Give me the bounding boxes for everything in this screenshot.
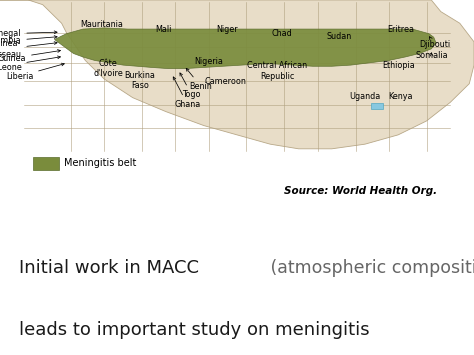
FancyBboxPatch shape — [33, 157, 59, 170]
Text: Mauritania: Mauritania — [81, 20, 123, 29]
Text: Somalia: Somalia — [415, 51, 448, 60]
Text: Chad: Chad — [272, 29, 292, 38]
Polygon shape — [0, 0, 474, 149]
Text: Central African
Republic: Central African Republic — [247, 61, 307, 81]
Text: Cameroon: Cameroon — [204, 77, 246, 86]
Text: Burkina
Faso: Burkina Faso — [124, 71, 155, 90]
Text: Kenya: Kenya — [388, 92, 413, 101]
Text: Source: World Health Org.: Source: World Health Org. — [284, 186, 438, 196]
Text: (atmospheric composition): (atmospheric composition) — [265, 260, 474, 278]
Text: Meningitis belt: Meningitis belt — [64, 158, 137, 169]
Text: Sudan: Sudan — [326, 32, 352, 40]
Text: Djibouti: Djibouti — [419, 37, 450, 49]
Text: Sierra Leone: Sierra Leone — [0, 56, 60, 72]
Text: Togo: Togo — [180, 73, 201, 99]
Text: Gambia: Gambia — [0, 36, 57, 45]
Text: Benin: Benin — [186, 69, 212, 91]
Text: Guinea-
Bisseau: Guinea- Bisseau — [0, 39, 57, 59]
Text: Initial work in MACC: Initial work in MACC — [19, 260, 199, 278]
Text: Senegal: Senegal — [0, 29, 57, 38]
Text: Ghana: Ghana — [173, 77, 201, 109]
Text: leads to important study on meningitis: leads to important study on meningitis — [19, 321, 370, 339]
Text: Niger: Niger — [217, 24, 238, 34]
Text: Guinea: Guinea — [0, 50, 60, 62]
Text: Uganda: Uganda — [349, 92, 381, 101]
Text: Eritrea: Eritrea — [387, 24, 414, 34]
Polygon shape — [55, 28, 436, 69]
FancyBboxPatch shape — [371, 103, 383, 109]
Text: Liberia: Liberia — [6, 63, 64, 81]
Text: Côte
d'Ivoire: Côte d'Ivoire — [93, 59, 123, 78]
Text: Mali: Mali — [155, 24, 172, 34]
Text: Nigeria: Nigeria — [194, 57, 223, 66]
Text: Ethiopia: Ethiopia — [382, 61, 415, 70]
